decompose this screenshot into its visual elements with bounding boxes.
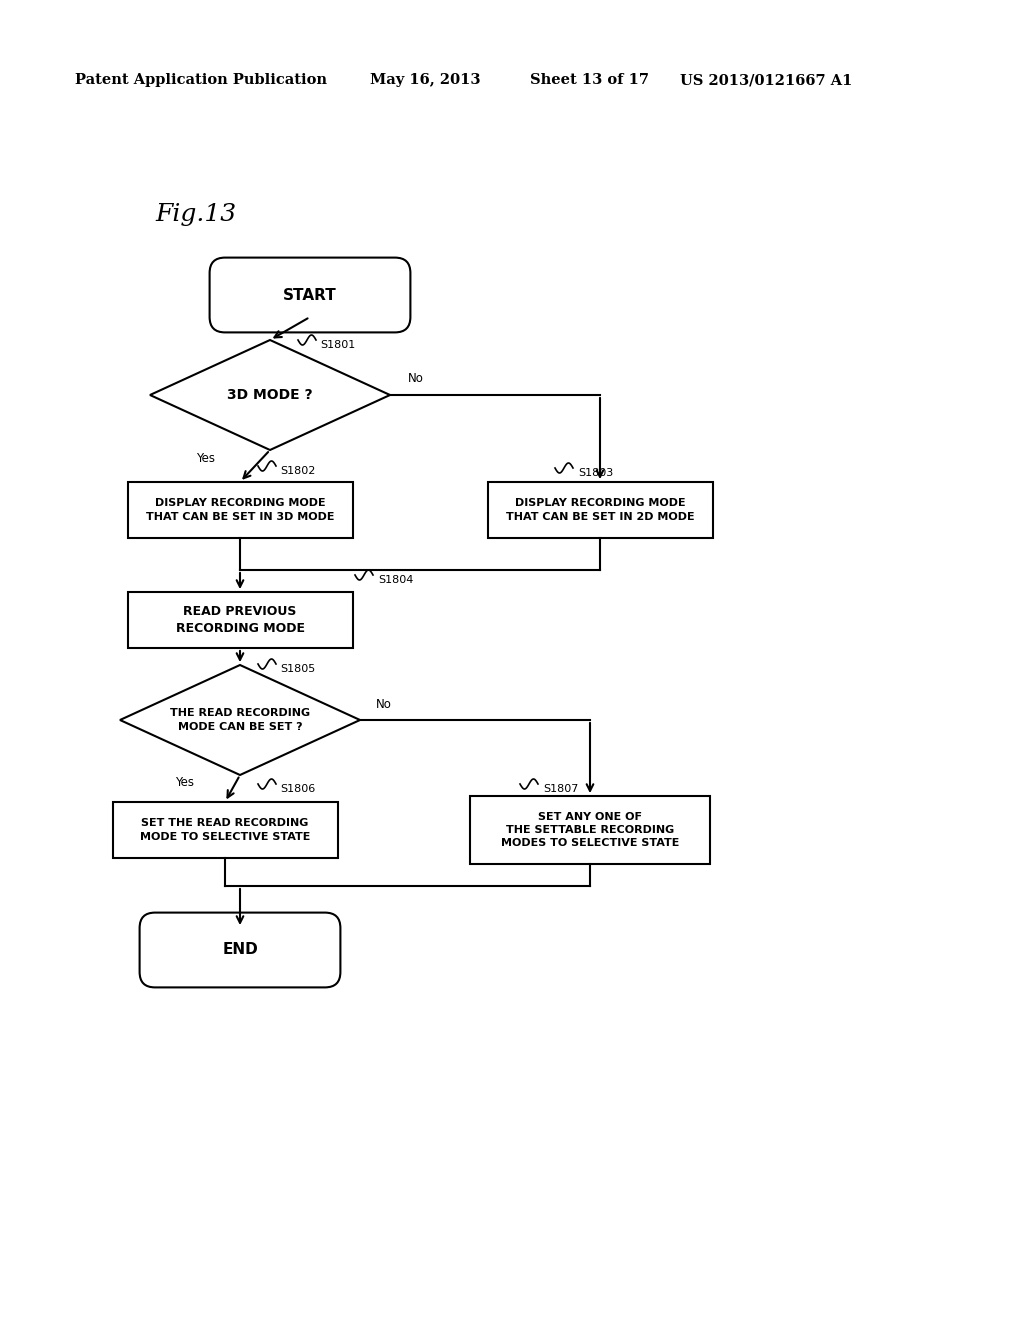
- Text: SET THE READ RECORDING
MODE TO SELECTIVE STATE: SET THE READ RECORDING MODE TO SELECTIVE…: [140, 818, 310, 842]
- Text: READ PREVIOUS
RECORDING MODE: READ PREVIOUS RECORDING MODE: [175, 605, 304, 635]
- FancyBboxPatch shape: [210, 257, 411, 333]
- Text: S1806: S1806: [280, 784, 315, 795]
- Bar: [487, 482, 713, 539]
- Bar: [470, 796, 710, 865]
- Text: S1803: S1803: [578, 469, 613, 478]
- Text: S1801: S1801: [319, 341, 355, 350]
- Text: No: No: [408, 371, 424, 384]
- Text: S1804: S1804: [378, 576, 414, 585]
- Text: S1802: S1802: [280, 466, 315, 477]
- FancyBboxPatch shape: [139, 912, 340, 987]
- Bar: [128, 482, 352, 539]
- Text: THE READ RECORDING
MODE CAN BE SET ?: THE READ RECORDING MODE CAN BE SET ?: [170, 709, 310, 731]
- Text: START: START: [283, 288, 337, 302]
- Text: S1805: S1805: [280, 664, 315, 675]
- Text: SET ANY ONE OF
THE SETTABLE RECORDING
MODES TO SELECTIVE STATE: SET ANY ONE OF THE SETTABLE RECORDING MO…: [501, 812, 679, 849]
- Polygon shape: [150, 341, 390, 450]
- Text: Yes: Yes: [196, 451, 215, 465]
- Bar: [128, 591, 352, 648]
- Text: 3D MODE ?: 3D MODE ?: [227, 388, 312, 403]
- Text: Fig.13: Fig.13: [155, 203, 237, 227]
- Text: DISPLAY RECORDING MODE
THAT CAN BE SET IN 2D MODE: DISPLAY RECORDING MODE THAT CAN BE SET I…: [506, 499, 694, 521]
- Text: Sheet 13 of 17: Sheet 13 of 17: [530, 73, 649, 87]
- Text: S1807: S1807: [543, 784, 579, 795]
- Text: May 16, 2013: May 16, 2013: [370, 73, 480, 87]
- Text: END: END: [222, 942, 258, 957]
- Polygon shape: [120, 665, 360, 775]
- Text: Yes: Yes: [175, 776, 194, 788]
- Text: US 2013/0121667 A1: US 2013/0121667 A1: [680, 73, 852, 87]
- Bar: [113, 803, 338, 858]
- Text: DISPLAY RECORDING MODE
THAT CAN BE SET IN 3D MODE: DISPLAY RECORDING MODE THAT CAN BE SET I…: [145, 499, 334, 521]
- Text: No: No: [376, 697, 392, 710]
- Text: Patent Application Publication: Patent Application Publication: [75, 73, 327, 87]
